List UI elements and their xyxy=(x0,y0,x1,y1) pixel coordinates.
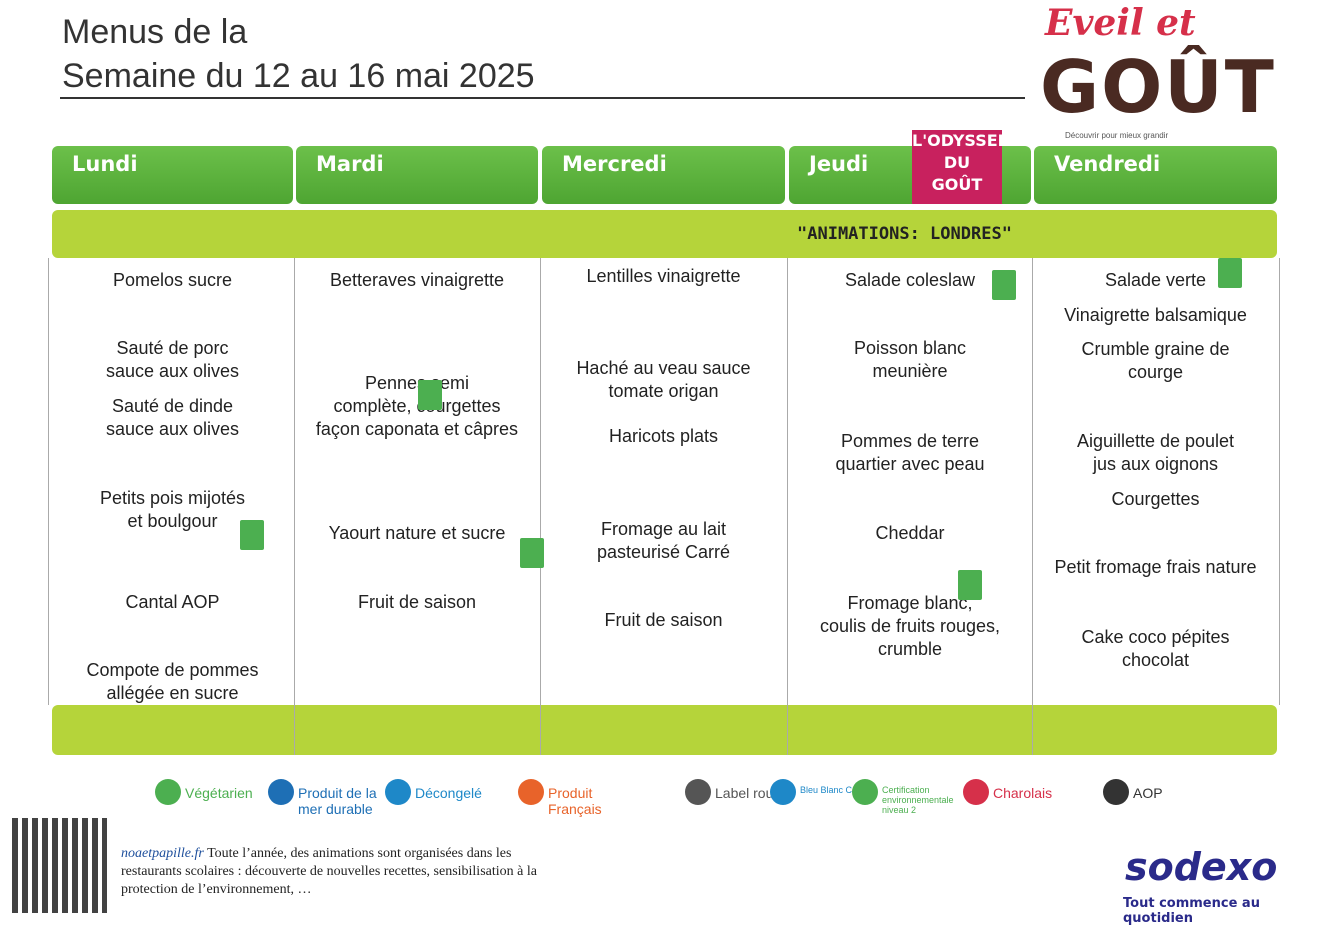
footer: noaetpapille.fr Toute l’année, des anima… xyxy=(121,845,541,899)
legend-label: AOP xyxy=(1133,785,1163,801)
legend-icon xyxy=(518,779,544,805)
organic-badge xyxy=(240,520,264,550)
logo-gout: GOÛT xyxy=(1040,45,1276,129)
menu-item: Pomelos sucre xyxy=(112,270,233,290)
column-line xyxy=(540,258,541,755)
menu-item: Compote de pommes allégée en sucre xyxy=(86,660,259,703)
menu-item: Salade verte xyxy=(1104,270,1207,290)
legend-icon xyxy=(155,779,181,805)
menu-item: Vinaigrette balsamique xyxy=(1064,305,1247,325)
organic-badge xyxy=(992,270,1016,300)
menu-item: Crumble graine de courge xyxy=(1081,339,1230,382)
sodexo-logo: sodexo xyxy=(1125,845,1278,889)
legend-label: Bleu Blanc Coeur xyxy=(800,785,871,795)
banner-bar xyxy=(52,210,1277,258)
qr-code xyxy=(12,818,107,913)
organic-badge xyxy=(1218,258,1242,288)
footer-text: Toute l’année, des animations sont organ… xyxy=(121,846,537,897)
logo-eveil: Eveil et xyxy=(1045,2,1196,44)
organic-badge xyxy=(418,380,442,410)
title-line: Semaine du 12 au 16 mai 2025 xyxy=(62,57,535,95)
menu-item: Pommes de terre quartier avec peau xyxy=(835,431,985,474)
organic-badge xyxy=(958,570,982,600)
menu-item: Fruit de saison xyxy=(604,610,723,630)
menu-item: Petit fromage frais nature xyxy=(1054,557,1257,577)
menu-item: Aiguillette de poulet jus aux oignons xyxy=(1076,431,1235,474)
legend-label: Décongelé xyxy=(415,785,482,801)
legend-icon xyxy=(385,779,411,805)
menu-item: Fromage au lait pasteurisé Carré xyxy=(596,519,731,562)
menu-item: Sauté de dinde sauce aux olives xyxy=(105,396,240,439)
column-line xyxy=(48,258,49,705)
footer-link: noaetpapille.fr xyxy=(121,846,204,861)
title: Menus de la Semaine du 12 au 16 mai 2025 xyxy=(62,10,535,98)
menu-item: Courgettes xyxy=(1111,489,1200,509)
title-line: Menus de la xyxy=(62,13,248,51)
legend-icon xyxy=(852,779,878,805)
day-header: Mercredi xyxy=(542,146,785,204)
legend-label: Végétarien xyxy=(185,785,253,801)
menu-item: Sauté de porc sauce aux olives xyxy=(105,338,240,381)
menu-item: Fruit de saison xyxy=(357,592,477,612)
menu-item: Yaourt nature et sucre xyxy=(328,523,506,543)
column-line xyxy=(787,258,788,755)
legend-icon xyxy=(1103,779,1129,805)
legend-label: Certification environnementale niveau 2 xyxy=(882,785,954,815)
legend-label: Produit de la mer durable xyxy=(298,785,377,817)
odyssee-logo: L'ODYSSEE DU GOÛT xyxy=(912,130,1009,204)
menu-item: Petits pois mijotés et boulgour xyxy=(99,488,246,531)
sodexo-slogan: Tout commence au quotidien xyxy=(1123,896,1260,926)
rule xyxy=(60,97,1025,99)
bottom-bar xyxy=(52,705,1277,755)
organic-badge xyxy=(520,538,544,568)
column-line xyxy=(1032,258,1033,755)
menu-item: Betteraves vinaigrette xyxy=(329,270,505,290)
menu-item: Haché au veau sauce tomate origan xyxy=(576,358,751,401)
banner: "ANIMATIONS: LONDRES" xyxy=(797,224,1012,244)
column-line xyxy=(1279,258,1280,705)
legend-label: Produit Français xyxy=(548,785,602,817)
menu-item: Cake coco pépites chocolat xyxy=(1081,627,1230,670)
day-header: Lundi xyxy=(52,146,293,204)
menu-item: Fromage blanc, coulis de fruits rouges, … xyxy=(819,593,1001,659)
menu-item: Lentilles vinaigrette xyxy=(586,266,741,286)
menu-item: Cantal AOP xyxy=(125,592,220,612)
menu-item: Poisson blanc meunière xyxy=(853,338,967,381)
column-line xyxy=(294,258,295,755)
legend-label: Charolais xyxy=(993,785,1053,801)
legend-icon xyxy=(770,779,796,805)
legend-icon xyxy=(268,779,294,805)
day-header: Vendredi xyxy=(1034,146,1277,204)
legend-icon xyxy=(685,779,711,805)
menu-item: Haricots plats xyxy=(608,426,719,446)
legend-icon xyxy=(963,779,989,805)
day-header: Mardi xyxy=(296,146,538,204)
logo-tagline: Découvrir pour mieux grandir xyxy=(1065,131,1169,140)
menu-item: Cheddar xyxy=(875,523,945,543)
menu-item: Salade coleslaw xyxy=(844,270,976,290)
menu-item: Pennes semi complète, courgettes façon c… xyxy=(315,373,519,439)
